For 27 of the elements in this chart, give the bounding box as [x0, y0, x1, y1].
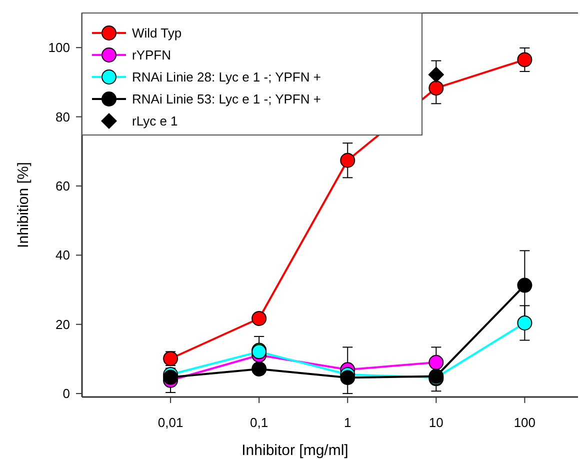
point — [517, 278, 532, 293]
y-axis-title: Inhibition [%] — [15, 162, 32, 248]
y-tick-label: 80 — [56, 109, 70, 124]
point — [252, 361, 267, 376]
point — [428, 80, 444, 96]
x-axis-title: Inhibitor [mg/ml] — [242, 442, 348, 459]
x-tick-label: 0,1 — [250, 415, 268, 430]
y-tick-label: 100 — [48, 40, 70, 56]
y-tick-label: 60 — [56, 178, 70, 194]
point — [340, 152, 356, 168]
x-tick-label: 0,01 — [158, 415, 184, 430]
point — [252, 310, 267, 326]
x-tick-label: 100 — [514, 415, 536, 430]
point — [517, 52, 532, 68]
point — [340, 370, 356, 386]
y-tick-label: 40 — [56, 248, 70, 263]
legend-label: rLyc e 1 — [132, 114, 178, 129]
y-tick-label: 0 — [62, 386, 70, 402]
legend-label: Wild Typ — [132, 26, 182, 41]
legend-label: RNAi Linie 53: Lyc e 1 -; YPFN + — [132, 92, 321, 107]
point — [517, 315, 532, 330]
legend-label: rYPFN — [132, 48, 171, 63]
x-tick-label: 1 — [344, 415, 352, 430]
legend-label: RNAi Linie 28: Lyc e 1 -; YPFN + — [132, 70, 321, 85]
x-tick-label: 10 — [428, 415, 444, 430]
y-tick-label: 20 — [56, 316, 70, 332]
point — [428, 354, 444, 370]
